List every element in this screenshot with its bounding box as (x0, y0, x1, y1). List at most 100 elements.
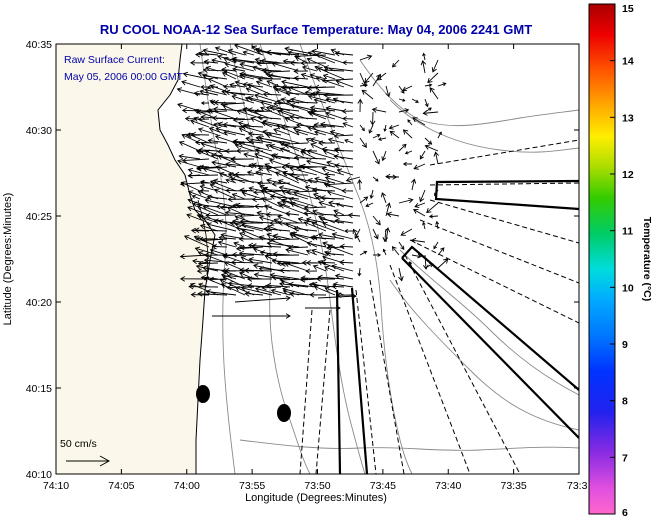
current-vector-head (288, 281, 294, 288)
current-vector (202, 238, 228, 241)
current-vector-head (206, 222, 212, 228)
current-vector (206, 291, 237, 296)
current-vector-head (248, 186, 254, 192)
current-vector-head (239, 271, 245, 277)
current-vector (419, 189, 426, 202)
current-vector-head (303, 221, 310, 227)
current-vector-head (217, 240, 224, 246)
current-vector-head (419, 196, 425, 203)
current-vector-head (200, 274, 206, 281)
current-vector-head (323, 65, 329, 71)
current-vector (277, 202, 291, 208)
current-vector (318, 261, 345, 272)
current-vector-head (377, 137, 382, 141)
current-vector-head (204, 149, 211, 155)
current-vector-head (248, 162, 254, 169)
current-vector-head (333, 209, 339, 215)
current-vector (389, 131, 400, 139)
current-vector-head (273, 127, 279, 134)
current-vector-head (324, 171, 330, 177)
current-vector (398, 267, 403, 281)
current-vector (243, 83, 264, 88)
current-vector-head (226, 284, 232, 291)
current-vector (385, 227, 389, 243)
current-vector (324, 287, 345, 296)
current-vector-head (325, 97, 331, 103)
current-vector (188, 174, 219, 177)
current-vector (231, 261, 264, 264)
current-vector-head (301, 260, 307, 266)
current-vector-head (262, 186, 268, 192)
current-vector-head (230, 56, 237, 63)
current-vector (398, 98, 405, 102)
current-vector (225, 212, 255, 216)
current-vector-head (309, 292, 315, 298)
current-vector-head (277, 179, 284, 185)
current-vector-head (317, 140, 324, 146)
current-vector (389, 124, 400, 129)
current-vector (232, 204, 246, 208)
current-vector (382, 150, 387, 161)
current-vector-head (325, 251, 332, 257)
current-vector-head (375, 220, 381, 226)
current-vector (334, 134, 354, 137)
current-vector (285, 212, 300, 216)
current-vector-head (309, 234, 315, 241)
current-vector (229, 84, 246, 88)
colorbar-tick-label: 13 (622, 112, 634, 124)
current-vector (405, 150, 413, 154)
current-vector (306, 150, 336, 160)
current-vector (233, 118, 255, 121)
current-vector (195, 141, 219, 144)
current-vector-head (386, 211, 392, 218)
current-vector-head (293, 190, 299, 197)
current-vector-head (433, 151, 440, 157)
current-vector-head (247, 242, 254, 249)
current-vector-head (260, 58, 266, 64)
current-vector-head (281, 79, 287, 86)
current-vector-head (199, 223, 206, 230)
x-tick-label: 73:50 (304, 480, 330, 492)
current-vector (429, 215, 439, 218)
current-vector (203, 167, 228, 176)
current-vector (316, 91, 345, 96)
current-vector-head (339, 259, 345, 266)
current-vector (179, 155, 201, 160)
current-vector-head (266, 232, 272, 239)
current-vector (244, 125, 264, 128)
current-vector (207, 196, 228, 200)
current-vector (285, 262, 309, 272)
current-vector (316, 77, 345, 88)
current-vector (322, 222, 345, 232)
current-vector-head (300, 72, 307, 79)
current-vector (322, 167, 345, 176)
current-vector (253, 190, 282, 193)
current-vector-head (196, 165, 202, 172)
current-vector (254, 273, 282, 280)
current-vector (386, 176, 400, 178)
current-vector-head (241, 222, 247, 229)
current-vector-head (233, 241, 239, 247)
current-vector-head (202, 265, 208, 271)
current-vector-head (256, 48, 262, 55)
current-vector-head (230, 259, 236, 266)
current-vector (422, 222, 426, 230)
current-vector-head (295, 165, 302, 171)
current-vector-head (202, 67, 208, 73)
current-vector-head (247, 83, 253, 89)
current-vector (254, 153, 273, 160)
current-vector (236, 246, 264, 250)
current-vector-head (187, 190, 194, 196)
current-vector (310, 107, 336, 112)
current-vector-head (196, 165, 202, 171)
current-vector-head (300, 275, 306, 281)
current-vector (223, 254, 255, 257)
figure-title: RU COOL NOAA-12 Sea Surface Temperature:… (100, 22, 532, 37)
current-vector-head (286, 98, 292, 105)
current-vector (277, 100, 309, 112)
current-vector (222, 254, 246, 264)
current-vector-head (442, 82, 447, 87)
current-vector-head (214, 46, 221, 52)
current-vector-head (289, 233, 295, 239)
current-vector-head (279, 267, 285, 274)
